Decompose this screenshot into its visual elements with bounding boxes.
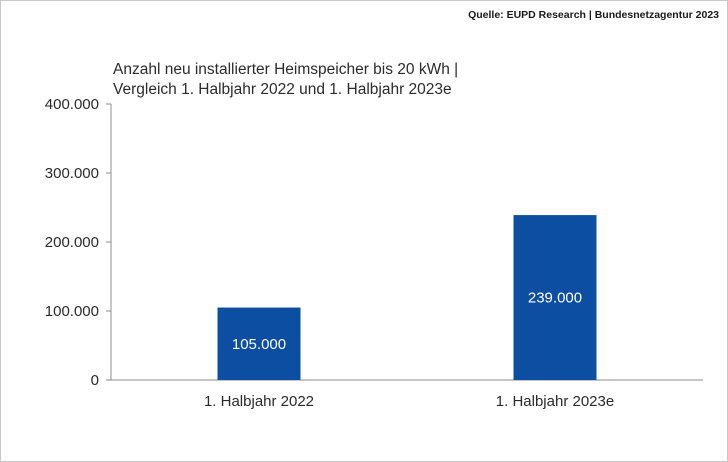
chart-title-line-2: Vergleich 1. Halbjahr 2022 und 1. Halbja…	[113, 81, 452, 98]
x-category-label: 1. Halbjahr 2023e	[496, 393, 614, 410]
y-tick-label: 0	[91, 372, 99, 389]
y-tick-label: 400.000	[45, 96, 99, 113]
y-tick-label: 200.000	[45, 234, 99, 251]
source-note: Quelle: EUPD Research | Bundesnetzagentu…	[468, 9, 719, 21]
bar-data-label: 239.000	[528, 290, 582, 307]
y-tick-label: 100.000	[45, 303, 99, 320]
x-category-label: 1. Halbjahr 2022	[204, 393, 314, 410]
y-axis-ticks: 0 100.000 200.000 300.000 400.000	[45, 96, 111, 389]
chart-title-line-1: Anzahl neu installierter Heimspeicher bi…	[113, 61, 459, 78]
bar	[217, 307, 301, 380]
bars: 105.000 1. Halbjahr 2022 239.000 1. Halbjah…	[204, 215, 614, 410]
bar-data-label: 105.000	[232, 336, 286, 353]
y-tick-label: 300.000	[45, 165, 99, 182]
bar	[513, 215, 597, 380]
chart-title: Anzahl neu installierter Heimspeicher bi…	[113, 60, 458, 100]
